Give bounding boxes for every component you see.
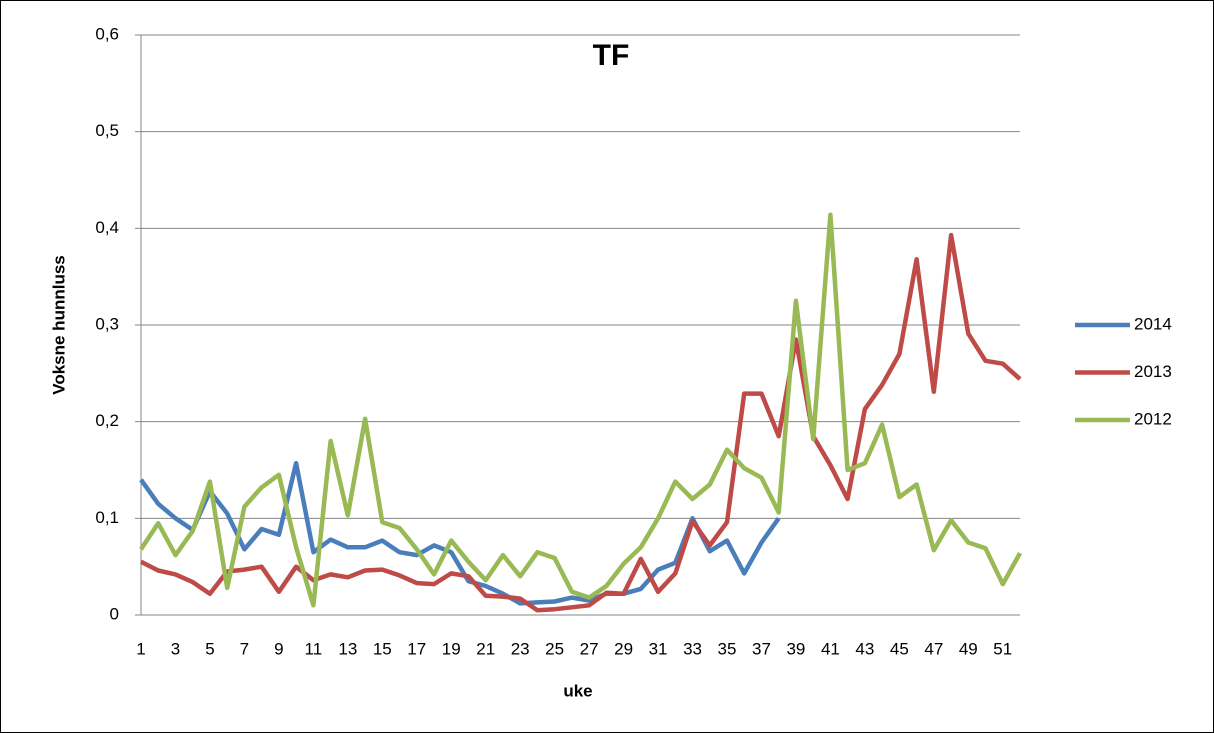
x-tick-label: 23 bbox=[511, 639, 530, 658]
y-tick-label: 0,3 bbox=[95, 314, 119, 333]
x-tick-label: 51 bbox=[993, 639, 1012, 658]
x-tick-label: 3 bbox=[171, 639, 180, 658]
y-tick-label: 0,5 bbox=[95, 121, 119, 140]
x-tick-label: 41 bbox=[821, 639, 840, 658]
legend-label: 2014 bbox=[1134, 314, 1172, 333]
x-tick-label: 31 bbox=[649, 639, 668, 658]
x-tick-label: 45 bbox=[890, 639, 909, 658]
line-series bbox=[139, 232, 1022, 613]
x-tick-label: 15 bbox=[373, 639, 392, 658]
y-axis-title: Voksne hunnluss bbox=[49, 255, 68, 395]
x-tick-label: 35 bbox=[718, 639, 737, 658]
x-tick-label: 29 bbox=[614, 639, 633, 658]
x-tick-label: 37 bbox=[752, 639, 771, 658]
x-axis-title: uke bbox=[563, 681, 592, 700]
x-tick-label: 13 bbox=[338, 639, 357, 658]
y-tick-label: 0 bbox=[110, 604, 119, 623]
x-tick-label: 9 bbox=[274, 639, 283, 658]
x-tick-label: 1 bbox=[136, 639, 145, 658]
chart-title: TF bbox=[593, 39, 630, 72]
x-tick-label: 39 bbox=[786, 639, 805, 658]
x-tick-label: 5 bbox=[205, 639, 214, 658]
legend-label: 2013 bbox=[1134, 362, 1172, 381]
x-tick-label: 27 bbox=[580, 639, 599, 658]
y-tick-label: 0,2 bbox=[95, 411, 119, 430]
line-series bbox=[139, 460, 781, 606]
line-series bbox=[139, 212, 1022, 608]
x-tick-label: 33 bbox=[683, 639, 702, 658]
x-tick-label: 25 bbox=[545, 639, 564, 658]
y-tick-label: 0,6 bbox=[95, 24, 119, 43]
x-tick-label: 11 bbox=[305, 639, 323, 658]
x-tick-label: 17 bbox=[407, 639, 426, 658]
x-tick-label: 19 bbox=[442, 639, 461, 658]
y-tick-label: 0,4 bbox=[95, 218, 119, 237]
legend-label: 2012 bbox=[1134, 409, 1172, 428]
x-tick-label: 43 bbox=[855, 639, 874, 658]
x-tick-label: 47 bbox=[924, 639, 943, 658]
x-tick-label: 7 bbox=[240, 639, 249, 658]
y-tick-label: 0,1 bbox=[95, 508, 119, 527]
x-tick-label: 49 bbox=[959, 639, 978, 658]
x-tick-label: 21 bbox=[476, 639, 495, 658]
